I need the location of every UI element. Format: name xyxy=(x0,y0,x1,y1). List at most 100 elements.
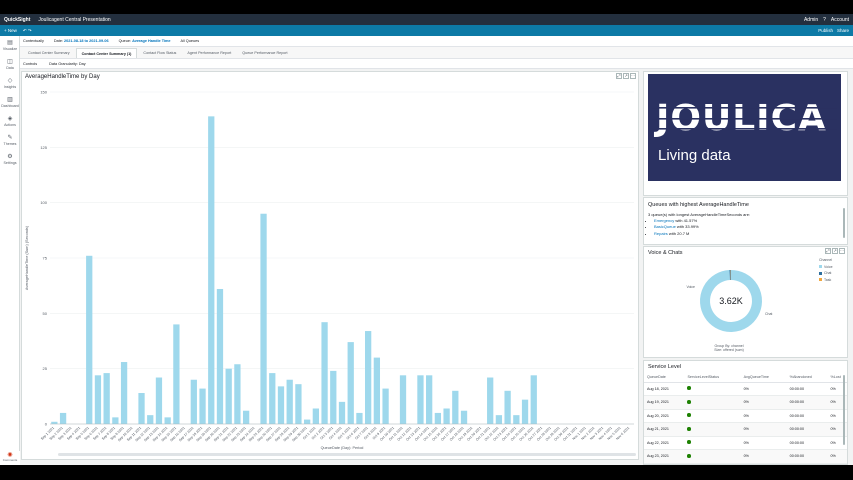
visualize-icon: ▤ xyxy=(7,40,13,46)
bar-chart-visual[interactable]: 0 25 50 75 100 125 150 AverageHandleTime (Sum) … xyxy=(21,71,639,460)
cell-abandoned: 0% xyxy=(827,395,847,410)
tab-contact-flow-status[interactable]: Contact Flow Status xyxy=(143,51,177,55)
queue-insight-list: Emergency with 41.57% BasicQueue with 33… xyxy=(654,218,699,237)
column-header[interactable]: %Lost xyxy=(827,373,847,383)
document-title: Joulicagent Central Presentation xyxy=(38,16,111,23)
bar xyxy=(495,415,503,424)
tab-contact-center-summary-1[interactable]: Contact Center Summary (1) xyxy=(75,48,138,58)
table-row[interactable]: Aug 21, 2021 0% 00:00:00 0% xyxy=(644,422,847,437)
tab-agent-performance[interactable]: Agent Performance Report xyxy=(187,51,232,55)
nav-visualize[interactable]: ▤ Visualize xyxy=(0,36,20,55)
nav-label: Visualize xyxy=(2,47,18,51)
nav-insights[interactable]: ◇ Insights xyxy=(0,74,20,93)
nav-label: Insights xyxy=(3,85,17,89)
bar xyxy=(356,412,363,424)
legend-item[interactable]: Voice xyxy=(819,265,833,269)
expand-icon[interactable]: ⤢ xyxy=(825,248,831,254)
focus-icon[interactable]: ↗ xyxy=(832,248,838,254)
cell-date: Aug 21, 2021 xyxy=(644,422,685,437)
focus-icon[interactable]: ↗ xyxy=(623,73,629,79)
column-header[interactable]: QueueDate xyxy=(644,373,685,383)
status-dot-icon xyxy=(687,453,692,458)
cell-date: Aug 20, 2021 xyxy=(644,409,685,423)
expand-icon[interactable]: ⤢ xyxy=(616,73,622,79)
table-row[interactable]: Aug 18, 2021 0% 00:00:00 0% xyxy=(644,382,847,396)
bar xyxy=(312,408,319,424)
scrollbar[interactable] xyxy=(843,375,845,445)
table-row[interactable]: Aug 22, 2021 0% 00:00:00 0% xyxy=(644,436,847,450)
comments-label: Comments xyxy=(2,458,18,462)
bar xyxy=(138,393,145,424)
cell-service-level: 0% xyxy=(740,382,787,396)
scope-filter[interactable]: All Queues xyxy=(180,39,200,43)
nav-dashboard[interactable]: ▥ Dashboard xyxy=(0,93,20,112)
nav-label: Actions xyxy=(4,123,16,127)
bar xyxy=(260,213,267,424)
tab-queue-performance[interactable]: Queue Performance Report xyxy=(242,51,288,55)
publish-button[interactable]: Publish xyxy=(818,28,833,33)
bottom-strip: ◉ Comments xyxy=(0,451,20,465)
scrollbar[interactable] xyxy=(843,208,845,238)
donut-center-value: 3.62K xyxy=(719,296,743,306)
controls-toggle[interactable]: Controls xyxy=(23,61,38,66)
service-level-table-visual[interactable]: Service Level QueueDate ServiceLevelStat… xyxy=(643,360,848,465)
table-row[interactable]: Aug 20, 2021 0% 00:00:00 0% xyxy=(644,409,847,423)
queue-filter[interactable]: Queue: Average Handle Time xyxy=(119,39,171,43)
nav-actions[interactable]: ◈ Actions xyxy=(0,112,20,131)
nav-settings[interactable]: ⚙ Settings xyxy=(0,150,20,169)
bar xyxy=(155,377,163,424)
nav-data[interactable]: ◫ Data xyxy=(0,55,20,74)
bar xyxy=(504,390,511,424)
queue-link[interactable]: Repairs xyxy=(654,230,668,236)
cell-avg-queue-time: 00:00:00 xyxy=(786,422,828,437)
app-frame: QuickSight Joulicagent Central Presentat… xyxy=(0,14,853,465)
y-tick-label: 100 xyxy=(40,200,47,205)
new-button[interactable]: + New xyxy=(4,28,17,33)
queue-link[interactable]: BasicQueue xyxy=(654,224,676,230)
queue-filter-label: Queue: xyxy=(118,39,133,43)
bar xyxy=(443,408,450,424)
cell-date: Aug 18, 2021 xyxy=(644,382,685,396)
comment-icon[interactable]: ◉ xyxy=(7,452,13,458)
y-tick-label: 25 xyxy=(43,366,48,371)
legend-label: Task xyxy=(824,277,832,282)
column-header[interactable]: ServiceLevelStatus xyxy=(684,373,741,383)
donut-right-label: Chat xyxy=(765,312,772,316)
cell-avg-queue-time: 00:00:00 xyxy=(786,395,828,410)
bar xyxy=(234,364,241,424)
bar xyxy=(51,421,58,424)
nav-label: Themes xyxy=(3,142,17,146)
column-header[interactable]: AvgQueueTime xyxy=(740,373,787,383)
cell-status xyxy=(684,409,741,423)
granularity-control[interactable]: Data Granularity: Day xyxy=(49,61,86,66)
more-icon[interactable]: ⋯ xyxy=(630,73,636,79)
admin-link[interactable]: Admin xyxy=(803,16,819,23)
donut-chart-visual[interactable]: 3.62K Voice Chat Voice & Chats ⤢ ↗ ⋯ Chann… xyxy=(643,246,848,358)
app-logo[interactable]: QuickSight xyxy=(4,16,31,23)
table-row[interactable]: Aug 19, 2021 0% 00:00:00 0% xyxy=(644,395,847,410)
legend-label: Voice xyxy=(824,264,833,269)
nav-themes[interactable]: ✎ Themes xyxy=(0,131,20,150)
y-tick-label: 0 xyxy=(45,422,48,427)
actions-icon: ◈ xyxy=(7,116,13,122)
share-button[interactable]: Share xyxy=(836,28,849,33)
table-row[interactable]: Aug 23, 2021 0% 00:00:00 0% xyxy=(644,449,847,464)
more-icon[interactable]: ⋯ xyxy=(839,248,845,254)
bar xyxy=(286,379,293,424)
cell-abandoned: 0% xyxy=(827,382,847,396)
column-header[interactable]: %Abandoned xyxy=(786,373,828,383)
legend-item[interactable]: Chat xyxy=(819,271,833,275)
donut-left-label: Voice xyxy=(686,285,695,289)
cell-avg-queue-time: 00:00:00 xyxy=(786,449,828,464)
account-menu[interactable]: Account xyxy=(830,16,849,23)
status-dot-icon xyxy=(687,426,692,431)
help-icon[interactable]: ? xyxy=(823,16,826,23)
date-filter[interactable]: Date: 2021-08-18 to 2021-09-06 xyxy=(54,39,109,43)
undo-redo-buttons[interactable]: ↶ ↷ xyxy=(22,27,32,33)
tab-contact-center-summary[interactable]: Contact Center Summary xyxy=(28,51,70,55)
queue-link[interactable]: Emergency xyxy=(654,218,675,223)
legend-item[interactable]: Task xyxy=(819,278,833,282)
table-row[interactable]: Aug 24, 2021 0%00:00:000% xyxy=(644,463,847,464)
donut-slice xyxy=(700,270,762,332)
bar xyxy=(399,375,407,424)
